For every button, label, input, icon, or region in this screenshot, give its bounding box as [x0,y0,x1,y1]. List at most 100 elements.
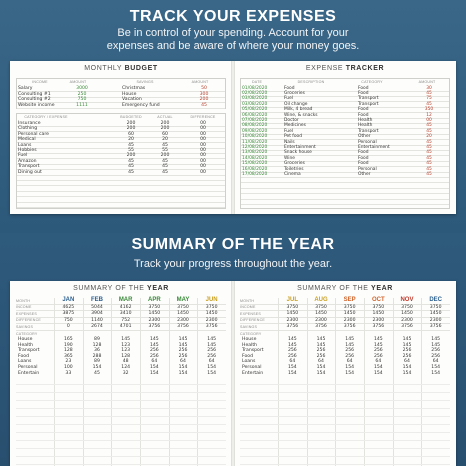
right-summary-category-value: 145 [316,337,326,342]
left-summary-category-value: 154 [92,365,102,370]
left-summary-row-line [16,329,226,331]
tracker-description: Wine [284,155,295,161]
tracker-amount: 00 [426,117,432,123]
left-summary-category-value: 123 [121,342,131,348]
category-difference: 00 [200,164,206,170]
right-summary-row-label: MONTH [240,299,255,303]
right-summary-category-value: 145 [402,337,412,342]
category-difference: 00 [200,142,206,148]
right-summary-category-value: 256 [431,353,441,359]
tracker-date: 07/08/2020 [242,117,268,123]
left-summary-category-name: Entertain [18,370,40,376]
left-summary-category-value: 128 [121,353,131,359]
left-summary-category-value: 48 [122,359,129,365]
right-summary-value: 2300 [315,317,327,323]
monthly-budget-title-prefix: MONTHLY [84,65,125,72]
right-category-label: CATEGORY [240,332,262,336]
tracker-category: Food [358,161,369,167]
tracker-category: Entertainment [358,144,390,150]
tracker-amount: 45 [426,171,432,177]
category-row-line [17,136,225,138]
category-budgeted: 200 [126,126,136,132]
category-header: DIFFERENCE [190,115,216,119]
income-amount: 1111 [76,102,88,108]
category-header: ACTUAL [157,115,173,119]
category-row-line [17,169,225,171]
category-row-line [17,196,225,198]
category-row-line [17,126,225,127]
right-summary-row-label: INCOME [240,305,256,310]
tracker-date: 10/08/2020 [242,134,268,140]
tracker-date: 01/08/2020 [242,85,268,91]
category-difference: 00 [200,131,206,137]
left-summary-category-value: 45 [94,370,100,376]
right-summary-category-name: Food [242,353,254,359]
right-summary-ruled-lines [240,377,450,466]
tracker-row-line [241,155,449,157]
left-summary-value: 2674 [91,324,103,330]
right-summary-category-name: Personal [242,365,262,370]
right-summary-value: 3756 [315,324,327,330]
savings-name: House [122,91,137,97]
savings-name: Christmas [122,86,146,91]
left-summary-category-value: 190 [63,342,73,348]
expense-tracker-title-bold: TRACKER [345,65,385,72]
category-row-line [17,142,225,144]
left-summary-category-value: 64 [208,359,215,365]
right-summary-value: 3756 [286,324,299,330]
left-summary-value: 5044 [91,304,103,310]
expense-tracker-title-prefix: EXPENSE [305,65,346,72]
tracker-date: 17/08/2020 [242,171,268,177]
savings-amount: 300 [199,91,209,97]
bottom-headline: SUMMARY OF THE YEAR [131,236,335,253]
left-summary-category-value: 154 [149,370,159,376]
budget-header: AMOUNT [69,80,87,84]
summary-right-title-bold: YEAR [371,285,393,292]
left-summary-category-value: 154 [207,365,217,370]
left-summary-value: 2300 [148,317,161,323]
budget-row-line [17,102,225,103]
tracker-row-line [241,128,449,130]
budget-header: SAVINGS [136,80,154,84]
left-summary-category-value: 89 [94,337,100,342]
tracker-amount: 45 [426,90,432,96]
left-summary-category-value: 89 [94,359,100,365]
left-summary-row-line [16,316,226,318]
category-row-line [17,207,225,208]
category-budgeted: 20 [128,137,134,143]
right-summary-category-value: 64 [346,359,353,365]
right-summary-category-value: 145 [345,337,355,342]
left-summary-category-name: Transport [18,348,40,354]
right-summary-category-value: 145 [431,337,441,342]
left-summary-row-label: EXPENSES [16,311,37,316]
right-summary-value: 1450 [429,311,442,317]
tracker-category: Other [358,171,371,177]
right-summary-value: 1450 [401,311,413,317]
tracker-row-line [241,112,449,114]
tracker-box [240,78,450,209]
category-actual: 55 [162,148,168,153]
tracker-description: Doctor [284,117,299,123]
left-summary-category-name: House [18,337,33,342]
bottom-subtitle: Track your progress throughout the year. [133,258,333,270]
left-summary-value: 3410 [119,311,132,317]
tracker-row-line [241,139,449,141]
right-summary-category-value: 145 [287,337,297,342]
tracker-header: CATEGORY [361,80,383,84]
tracker-row-line [241,90,449,92]
income-savings-box [16,78,226,109]
tracker-row-line [241,117,449,119]
expense-tracker-title: EXPENSE TRACKER [234,65,456,72]
category-budgeted: 45 [128,142,134,148]
left-summary-category-value: 36 [94,348,100,354]
right-summary-category-value: 256 [287,348,297,354]
left-month-jun: JUN [205,297,218,303]
left-summary-category-value: 154 [178,365,188,370]
right-summary-category-name: Health [242,342,258,348]
right-summary-value: 1450 [286,311,299,317]
left-summary-ruled-lines [16,377,226,466]
tracker-category: Transport [358,96,379,102]
income-name: Website income [18,102,55,108]
right-summary-category-value: 256 [373,353,383,359]
category-row-line [17,190,225,192]
